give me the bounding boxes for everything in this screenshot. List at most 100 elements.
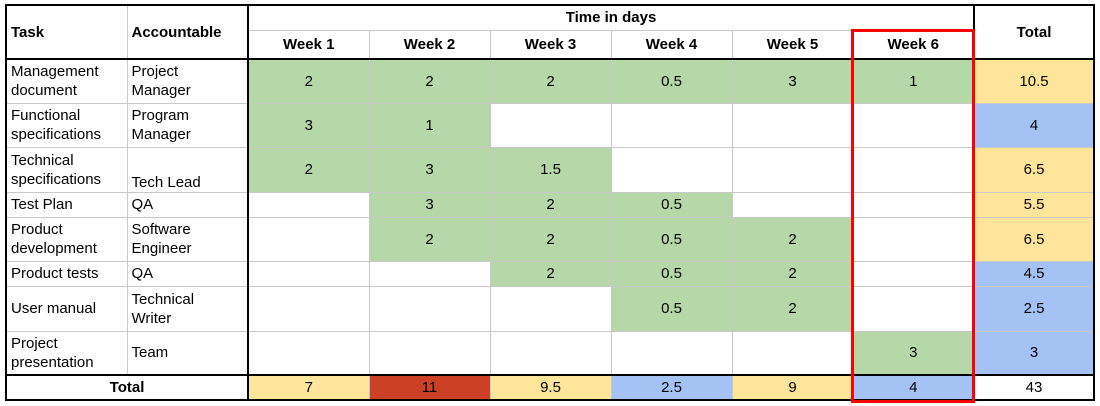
week-value-cell: 1.5 — [489, 146, 612, 193]
row-total-cell: 4.5 — [973, 260, 1095, 287]
task-cell: User manual — [5, 285, 128, 332]
week-value-cell: 3 — [247, 102, 370, 148]
task-cell: Product development — [5, 216, 128, 262]
schedule-table: Task Accountable Time in days Total Week… — [5, 4, 1095, 401]
week-value-cell — [610, 146, 733, 193]
header-week-2: Week 2 — [368, 29, 491, 60]
week-value-cell — [731, 191, 854, 218]
task-cell: Project presentation — [5, 330, 128, 376]
week-total-cell: 7 — [247, 374, 370, 401]
row-total-cell: 6.5 — [973, 216, 1095, 262]
row-total-cell: 3 — [973, 330, 1095, 376]
week-value-cell — [852, 102, 975, 148]
table-row: Test Plan QA 3 2 0.5 5.5 — [5, 191, 1095, 218]
accountable-cell: Software Engineer — [126, 216, 249, 262]
task-cell: Technical specifications — [5, 146, 128, 193]
accountable-cell: Team — [126, 330, 249, 376]
week-value-cell — [247, 191, 370, 218]
week-value-cell: 1 — [852, 58, 975, 104]
week-value-cell — [852, 285, 975, 332]
totals-row: Total 7 11 9.5 2.5 9 4 43 — [5, 374, 1095, 401]
totals-label: Total — [5, 374, 249, 401]
week-value-cell: 2 — [489, 216, 612, 262]
accountable-cell: Technical Writer — [126, 285, 249, 332]
accountable-cell: QA — [126, 260, 249, 287]
table-row: Management document Project Manager 2 2 2 … — [5, 58, 1095, 104]
week-value-cell: 3 — [368, 146, 491, 193]
week-value-cell: 3 — [731, 58, 854, 104]
week-value-cell: 2 — [489, 260, 612, 287]
header-total: Total — [973, 4, 1095, 60]
week-value-cell — [610, 330, 733, 376]
week-value-cell: 2 — [731, 260, 854, 287]
week-value-cell — [610, 102, 733, 148]
week-value-cell: 0.5 — [610, 191, 733, 218]
week-value-cell — [489, 330, 612, 376]
accountable-cell: Program Manager — [126, 102, 249, 148]
week-value-cell — [852, 146, 975, 193]
task-cell: Functional specifications — [5, 102, 128, 148]
row-total-cell: 5.5 — [973, 191, 1095, 218]
week-value-cell — [368, 260, 491, 287]
week-value-cell — [368, 330, 491, 376]
week-value-cell: 0.5 — [610, 216, 733, 262]
table-row: Functional specifications Program Manager … — [5, 102, 1095, 148]
week-value-cell: 2 — [368, 216, 491, 262]
week-value-cell — [247, 285, 370, 332]
week-total-cell: 9 — [731, 374, 854, 401]
week-total-cell: 4 — [852, 374, 975, 401]
week-value-cell: 0.5 — [610, 260, 733, 287]
week-value-cell: 2 — [489, 58, 612, 104]
header-task: Task — [5, 4, 128, 60]
task-cell: Test Plan — [5, 191, 128, 218]
week-value-cell — [852, 216, 975, 262]
week-value-cell: 3 — [368, 191, 491, 218]
week-value-cell: 0.5 — [610, 58, 733, 104]
header-accountable: Accountable — [126, 4, 249, 60]
week-value-cell: 3 — [852, 330, 975, 376]
week-value-cell — [852, 191, 975, 218]
table-row: Product tests QA 2 0.5 2 4.5 — [5, 260, 1095, 287]
header-time-in-days: Time in days — [247, 4, 975, 31]
week-value-cell — [852, 260, 975, 287]
week-value-cell: 2 — [731, 216, 854, 262]
week-total-cell: 9.5 — [489, 374, 612, 401]
week-value-cell — [731, 146, 854, 193]
row-total-cell: 2.5 — [973, 285, 1095, 332]
header-week-4: Week 4 — [610, 29, 733, 60]
grand-total-cell: 43 — [973, 374, 1095, 401]
week-value-cell — [489, 285, 612, 332]
week-value-cell — [247, 216, 370, 262]
accountable-cell: Tech Lead — [126, 146, 249, 193]
week-value-cell — [731, 330, 854, 376]
table-row: Project presentation Team 3 3 — [5, 330, 1095, 376]
header-week-5: Week 5 — [731, 29, 854, 60]
row-total-cell: 6.5 — [973, 146, 1095, 193]
table-row: Technical specifications Tech Lead 2 3 1.… — [5, 146, 1095, 193]
week-value-cell — [247, 330, 370, 376]
row-total-cell: 4 — [973, 102, 1095, 148]
week-value-cell: 2 — [247, 58, 370, 104]
week-value-cell: 2 — [247, 146, 370, 193]
header-week-3: Week 3 — [489, 29, 612, 60]
week-value-cell — [731, 102, 854, 148]
week-value-cell — [368, 285, 491, 332]
header-week-1: Week 1 — [247, 29, 370, 60]
week-total-cell: 2.5 — [610, 374, 733, 401]
accountable-cell: QA — [126, 191, 249, 218]
header-week-6: Week 6 — [852, 29, 975, 60]
week-value-cell: 2 — [731, 285, 854, 332]
week-value-cell: 2 — [489, 191, 612, 218]
row-total-cell: 10.5 — [973, 58, 1095, 104]
table-row: Product development Software Engineer 2 2 … — [5, 216, 1095, 262]
week-value-cell — [247, 260, 370, 287]
accountable-cell: Project Manager — [126, 58, 249, 104]
table-row: User manual Technical Writer 0.5 2 2.5 — [5, 285, 1095, 332]
week-value-cell: 1 — [368, 102, 491, 148]
week-value-cell: 2 — [368, 58, 491, 104]
week-total-cell: 11 — [368, 374, 491, 401]
week-value-cell — [489, 102, 612, 148]
task-cell: Product tests — [5, 260, 128, 287]
task-cell: Management document — [5, 58, 128, 104]
week-value-cell: 0.5 — [610, 285, 733, 332]
